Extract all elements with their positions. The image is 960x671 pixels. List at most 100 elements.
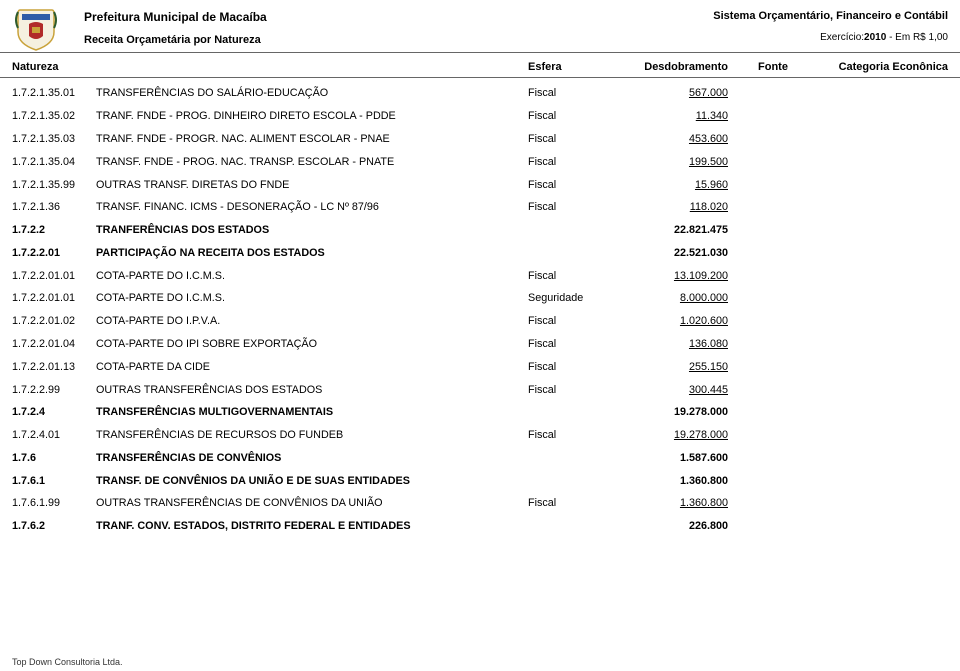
row-esfera: Fiscal bbox=[528, 315, 628, 327]
table-row: 1.7.2.1.36TRANSF. FINANC. ICMS - DESONER… bbox=[12, 196, 948, 219]
row-code: 1.7.2.1.35.03 bbox=[12, 133, 96, 145]
row-code: 1.7.2.1.35.01 bbox=[12, 87, 96, 99]
row-code: 1.7.6 bbox=[12, 452, 96, 464]
col-esfera: Esfera bbox=[528, 61, 628, 73]
table-row: 1.7.2.2.01.02COTA-PARTE DO I.P.V.A.Fisca… bbox=[12, 310, 948, 333]
row-esfera: Fiscal bbox=[528, 87, 628, 99]
row-description: TRANF. FNDE - PROG. DINHEIRO DIRETO ESCO… bbox=[96, 110, 528, 122]
row-esfera: Fiscal bbox=[528, 429, 628, 441]
footer-vendor: Top Down Consultoria Ltda. bbox=[12, 657, 123, 667]
row-desdobramento: 136.080 bbox=[628, 338, 758, 350]
col-natureza: Natureza bbox=[12, 61, 96, 73]
table-row: 1.7.2.2TRANFERÊNCIAS DOS ESTADOS22.821.4… bbox=[12, 219, 948, 242]
row-code: 1.7.2.2.01 bbox=[12, 247, 96, 259]
row-description: PARTICIPAÇÃO NA RECEITA DOS ESTADOS bbox=[96, 247, 528, 259]
row-desdobramento: 226.800 bbox=[628, 520, 758, 532]
row-desdobramento: 1.360.800 bbox=[628, 497, 758, 509]
table-row: 1.7.2.1.35.04TRANSF. FNDE - PROG. NAC. T… bbox=[12, 150, 948, 173]
table-row: 1.7.6.1TRANSF. DE CONVÊNIOS DA UNIÃO E D… bbox=[12, 469, 948, 492]
table-row: 1.7.2.1.35.02TRANF. FNDE - PROG. DINHEIR… bbox=[12, 105, 948, 128]
row-description: TRANSFERÊNCIAS MULTIGOVERNAMENTAIS bbox=[96, 406, 528, 418]
row-description: TRANSF. FNDE - PROG. NAC. TRANSP. ESCOLA… bbox=[96, 156, 528, 168]
row-description: COTA-PARTE DO I.C.M.S. bbox=[96, 292, 528, 304]
table-body: 1.7.2.1.35.01TRANSFERÊNCIAS DO SALÁRIO-E… bbox=[0, 78, 960, 538]
row-description: COTA-PARTE DO I.C.M.S. bbox=[96, 270, 528, 282]
col-fonte: Fonte bbox=[758, 61, 818, 73]
row-desdobramento: 11.340 bbox=[628, 110, 758, 122]
row-esfera: Fiscal bbox=[528, 179, 628, 191]
row-code: 1.7.6.1 bbox=[12, 475, 96, 487]
row-description: OUTRAS TRANSFERÊNCIAS DE CONVÊNIOS DA UN… bbox=[96, 497, 528, 509]
table-row: 1.7.6.1.99OUTRAS TRANSFERÊNCIAS DE CONVÊ… bbox=[12, 492, 948, 515]
table-row: 1.7.2.2.01.13COTA-PARTE DA CIDEFiscal255… bbox=[12, 355, 948, 378]
table-row: 1.7.2.4.01TRANSFERÊNCIAS DE RECURSOS DO … bbox=[12, 424, 948, 447]
table-row: 1.7.2.1.35.03TRANF. FNDE - PROGR. NAC. A… bbox=[12, 128, 948, 151]
exercicio-year: 2010 bbox=[864, 32, 886, 43]
row-code: 1.7.2.2.01.01 bbox=[12, 292, 96, 304]
report-subtitle: Receita Orçametária por Natureza bbox=[84, 24, 948, 46]
row-desdobramento: 567.000 bbox=[628, 87, 758, 99]
row-desdobramento: 8.000.000 bbox=[628, 292, 758, 304]
row-desdobramento: 255.150 bbox=[628, 361, 758, 373]
table-row: 1.7.6.2TRANF. CONV. ESTADOS, DISTRITO FE… bbox=[12, 515, 948, 538]
row-desdobramento: 1.587.600 bbox=[628, 452, 758, 464]
exercicio-label: Exercício: bbox=[820, 32, 864, 43]
row-esfera: Fiscal bbox=[528, 338, 628, 350]
row-description: TRANF. CONV. ESTADOS, DISTRITO FEDERAL E… bbox=[96, 520, 528, 532]
row-code: 1.7.2.1.35.99 bbox=[12, 179, 96, 191]
row-desdobramento: 19.278.000 bbox=[628, 406, 758, 418]
row-description: TRANSF. DE CONVÊNIOS DA UNIÃO E DE SUAS … bbox=[96, 475, 528, 487]
row-esfera: Fiscal bbox=[528, 497, 628, 509]
row-code: 1.7.6.1.99 bbox=[12, 497, 96, 509]
exercicio-line: Exercício:2010 - Em R$ 1,00 bbox=[820, 32, 948, 43]
table-row: 1.7.2.2.01.01COTA-PARTE DO I.C.M.S.Segur… bbox=[12, 287, 948, 310]
row-description: TRANSFERÊNCIAS DO SALÁRIO-EDUCAÇÃO bbox=[96, 87, 528, 99]
row-code: 1.7.2.4 bbox=[12, 406, 96, 418]
row-description: TRANSFERÊNCIAS DE CONVÊNIOS bbox=[96, 452, 528, 464]
row-description: COTA-PARTE DO IPI SOBRE EXPORTAÇÃO bbox=[96, 338, 528, 350]
row-esfera: Fiscal bbox=[528, 361, 628, 373]
table-row: 1.7.2.2.01.01COTA-PARTE DO I.C.M.S.Fisca… bbox=[12, 264, 948, 287]
row-esfera: Fiscal bbox=[528, 270, 628, 282]
row-desdobramento: 199.500 bbox=[628, 156, 758, 168]
row-code: 1.7.6.2 bbox=[12, 520, 96, 532]
row-code: 1.7.2.1.36 bbox=[12, 201, 96, 213]
row-code: 1.7.2.2.01.13 bbox=[12, 361, 96, 373]
row-description: COTA-PARTE DO I.P.V.A. bbox=[96, 315, 528, 327]
table-row: 1.7.2.1.35.99OUTRAS TRANSF. DIRETAS DO F… bbox=[12, 173, 948, 196]
row-code: 1.7.2.2.01.02 bbox=[12, 315, 96, 327]
row-desdobramento: 1.020.600 bbox=[628, 315, 758, 327]
row-code: 1.7.2.1.35.04 bbox=[12, 156, 96, 168]
system-title: Sistema Orçamentário, Financeiro e Contá… bbox=[713, 10, 948, 22]
row-code: 1.7.2.4.01 bbox=[12, 429, 96, 441]
table-row: 1.7.2.1.35.01TRANSFERÊNCIAS DO SALÁRIO-E… bbox=[12, 82, 948, 105]
exercicio-unit: - Em R$ 1,00 bbox=[886, 32, 948, 43]
row-desdobramento: 118.020 bbox=[628, 201, 758, 213]
row-description: TRANSF. FINANC. ICMS - DESONERAÇÃO - LC … bbox=[96, 201, 528, 213]
row-code: 1.7.2.2.01.01 bbox=[12, 270, 96, 282]
row-desdobramento: 22.521.030 bbox=[628, 247, 758, 259]
row-esfera: Fiscal bbox=[528, 384, 628, 396]
row-description: OUTRAS TRANSFERÊNCIAS DOS ESTADOS bbox=[96, 384, 528, 396]
col-desc-spacer bbox=[96, 61, 528, 73]
table-row: 1.7.6TRANSFERÊNCIAS DE CONVÊNIOS 1.587.60… bbox=[12, 447, 948, 470]
municipal-crest-icon bbox=[12, 6, 60, 52]
table-row: 1.7.2.4TRANSFERÊNCIAS MULTIGOVERNAMENTAI… bbox=[12, 401, 948, 424]
row-code: 1.7.2.2 bbox=[12, 224, 96, 236]
row-code: 1.7.2.2.01.04 bbox=[12, 338, 96, 350]
col-desdobramento: Desdobramento bbox=[628, 61, 758, 73]
table-row: 1.7.2.2.01.04COTA-PARTE DO IPI SOBRE EXP… bbox=[12, 333, 948, 356]
row-code: 1.7.2.2.99 bbox=[12, 384, 96, 396]
row-desdobramento: 19.278.000 bbox=[628, 429, 758, 441]
row-desdobramento: 1.360.800 bbox=[628, 475, 758, 487]
row-desdobramento: 13.109.200 bbox=[628, 270, 758, 282]
row-code: 1.7.2.1.35.02 bbox=[12, 110, 96, 122]
row-esfera: Fiscal bbox=[528, 156, 628, 168]
report-header: Prefeitura Municipal de Macaíba Receita … bbox=[0, 0, 960, 53]
row-description: TRANF. FNDE - PROGR. NAC. ALIMENT ESCOLA… bbox=[96, 133, 528, 145]
row-desdobramento: 300.445 bbox=[628, 384, 758, 396]
row-esfera: Seguridade bbox=[528, 292, 628, 304]
table-row: 1.7.2.2.01PARTICIPAÇÃO NA RECEITA DOS ES… bbox=[12, 241, 948, 264]
col-categoria: Categoria Econônica bbox=[818, 61, 948, 73]
row-description: TRANFERÊNCIAS DOS ESTADOS bbox=[96, 224, 528, 236]
